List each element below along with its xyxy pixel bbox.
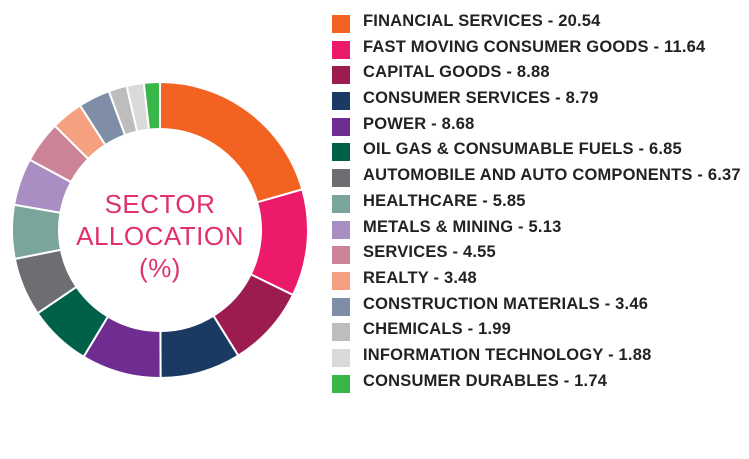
legend-item: AUTOMOBILE AND AUTO COMPONENTS - 6.37: [330, 164, 745, 188]
legend-item: HEALTHCARE - 5.85: [330, 190, 745, 214]
donut-slice: [11, 203, 63, 261]
legend-item: CAPITAL GOODS - 8.88: [330, 61, 745, 85]
legend-swatch: [332, 271, 350, 290]
legend: FINANCIAL SERVICES - 20.54 FAST MOVING CO…: [330, 10, 745, 395]
legend-swatch: [332, 194, 350, 213]
legend-item: FAST MOVING CONSUMER GOODS - 11.64: [330, 36, 745, 60]
legend-label: CONSUMER DURABLES - 1.74: [363, 371, 608, 390]
legend-item: CONSUMER DURABLES - 1.74: [330, 370, 745, 394]
legend-label: POWER - 8.68: [363, 114, 475, 133]
legend-label: OIL GAS & CONSUMABLE FUELS - 6.85: [363, 140, 682, 159]
legend-item: CONSTRUCTION MATERIALS - 3.46: [330, 293, 745, 317]
legend-label: CONSUMER SERVICES - 8.79: [363, 89, 599, 108]
legend-item: POWER - 8.68: [330, 113, 745, 137]
legend-item: REALTY - 3.48: [330, 267, 745, 291]
legend-label: FINANCIAL SERVICES - 20.54: [363, 12, 601, 30]
legend-label: SERVICES - 4.55: [363, 243, 496, 262]
legend-label: CONSTRUCTION MATERIALS - 3.46: [363, 294, 649, 313]
center-label: SECTOR ALLOCATION (%): [60, 188, 260, 284]
donut-slice: [159, 80, 304, 204]
donut-chart: SECTOR ALLOCATION (%): [0, 70, 320, 390]
legend-swatch: [332, 40, 350, 59]
legend-swatch: [332, 66, 350, 85]
legend-item: CHEMICALS - 1.99: [330, 318, 745, 342]
legend-swatch: [332, 323, 350, 342]
center-label-line2: ALLOCATION: [76, 221, 244, 251]
legend-item: OIL GAS & CONSUMABLE FUELS - 6.85: [330, 138, 745, 162]
legend-label: CAPITAL GOODS - 8.88: [363, 63, 550, 82]
legend-swatch: [332, 246, 350, 265]
center-label-line1: SECTOR: [104, 189, 216, 219]
legend-swatch: [332, 92, 350, 111]
legend-label: CHEMICALS - 1.99: [363, 320, 512, 339]
legend-swatch: [332, 15, 350, 33]
legend-swatch: [332, 297, 350, 316]
center-label-line3: (%): [139, 253, 181, 283]
legend-swatch: [332, 117, 350, 136]
legend-swatch: [332, 143, 350, 162]
legend-label: AUTOMOBILE AND AUTO COMPONENTS - 6.37: [363, 166, 741, 185]
legend-label: FAST MOVING CONSUMER GOODS - 11.64: [363, 37, 706, 56]
legend-label: INFORMATION TECHNOLOGY - 1.88: [363, 345, 652, 364]
legend-swatch: [332, 169, 350, 188]
legend-item: METALS & MINING - 5.13: [330, 216, 745, 240]
legend-label: HEALTHCARE - 5.85: [363, 191, 526, 210]
legend-item: INFORMATION TECHNOLOGY - 1.88: [330, 344, 745, 368]
legend-label: METALS & MINING - 5.13: [363, 217, 562, 236]
legend-item: FINANCIAL SERVICES - 20.54: [330, 10, 745, 34]
legend-swatch: [332, 374, 350, 393]
donut-svg: [11, 80, 309, 380]
legend-swatch: [332, 220, 350, 239]
legend-item: CONSUMER SERVICES - 8.79: [330, 87, 745, 111]
legend-label: REALTY - 3.48: [363, 268, 477, 287]
legend-item: SERVICES - 4.55: [330, 241, 745, 265]
donut-slice: [142, 80, 161, 131]
legend-swatch: [332, 348, 350, 367]
